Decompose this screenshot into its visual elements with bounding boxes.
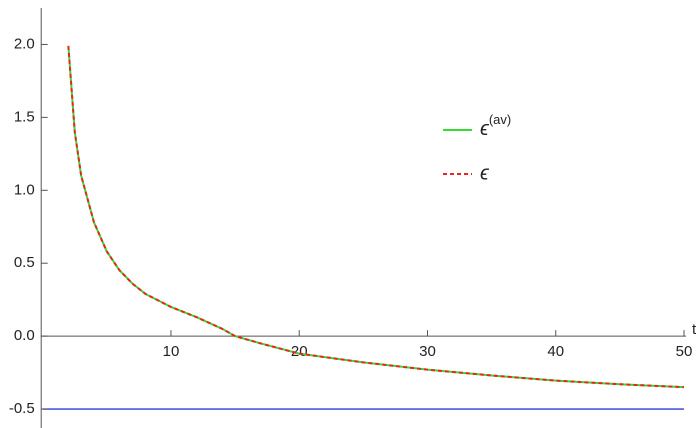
y-tick-label: -0.5 (9, 400, 35, 417)
x-tick-label: 10 (163, 343, 180, 360)
x-tick-label: 50 (676, 343, 693, 360)
legend-label: ϵ (480, 162, 490, 184)
x-tick-label: 30 (419, 343, 436, 360)
y-tick-label: 1.5 (14, 108, 35, 125)
legend-label: ϵ(av) (480, 112, 511, 140)
x-axis-label: t (692, 321, 697, 338)
x-tick-label: 20 (291, 343, 308, 360)
y-tick-label: 0.5 (14, 254, 35, 271)
x-tick-label: 40 (547, 343, 564, 360)
y-tick-label: 1.0 (14, 181, 35, 198)
series-line (67, 45, 685, 389)
y-tick-label: 2.0 (14, 35, 35, 52)
y-tick-label: 0.0 (14, 327, 35, 344)
